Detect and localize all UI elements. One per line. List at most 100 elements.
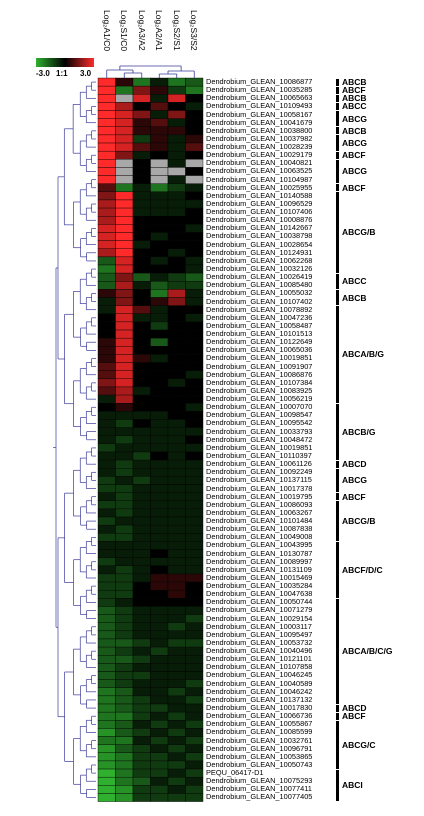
heatmap-cell xyxy=(132,77,151,87)
heatmap-cell xyxy=(132,150,151,160)
heatmap-cell xyxy=(185,337,204,347)
heatmap-cell xyxy=(115,264,134,274)
heatmap-cell xyxy=(97,159,116,168)
heatmap-cell xyxy=(185,744,204,753)
heatmap-cell xyxy=(115,614,134,623)
heatmap-cell xyxy=(150,655,169,664)
heatmap-cell xyxy=(97,313,116,323)
heatmap-cell xyxy=(167,427,186,436)
heatmap-cell xyxy=(185,216,204,225)
heatmap-cell xyxy=(132,785,151,794)
gene-label: Dendrobium_GLEAN_10055032 xyxy=(206,288,313,298)
heatmap-cell xyxy=(115,337,134,347)
heatmap-cell xyxy=(167,524,186,534)
heatmap-cell xyxy=(115,435,134,445)
heatmap-cell xyxy=(115,297,134,306)
heatmap-cell xyxy=(150,232,169,241)
heatmap-cell xyxy=(167,711,186,721)
gene-label: Dendrobium_GLEAN_10048472 xyxy=(206,434,313,444)
gene-label: Dendrobium_GLEAN_10095542 xyxy=(206,418,313,428)
heatmap-cell xyxy=(97,728,116,737)
heatmap-cell xyxy=(115,134,134,144)
heatmap-cell xyxy=(132,102,151,111)
heatmap-cell xyxy=(132,386,151,396)
heatmap-cell xyxy=(132,370,151,380)
heatmap-cell xyxy=(150,337,169,347)
gene-label: Dendrobium_GLEAN_10017378 xyxy=(206,483,313,493)
heatmap-cell xyxy=(115,736,134,745)
heatmap-cell xyxy=(167,77,186,87)
heatmap-cell xyxy=(185,378,204,388)
heatmap-cell xyxy=(185,435,204,445)
heatmap-cell xyxy=(97,110,116,119)
heatmap-cell xyxy=(185,305,204,314)
gene-label: Dendrobium_GLEAN_10107384 xyxy=(206,377,313,387)
heatmap-cell xyxy=(132,728,151,737)
heatmap-cell xyxy=(167,468,186,477)
heatmap-cell xyxy=(167,598,186,607)
heatmap-cell xyxy=(167,118,186,127)
heatmap-cell xyxy=(132,776,151,786)
heatmap-cell xyxy=(132,329,151,339)
heatmap-cell xyxy=(115,533,134,542)
group-bracket xyxy=(336,712,339,720)
heatmap-cell xyxy=(132,468,151,477)
gene-label: Dendrobium_GLEAN_10032761 xyxy=(206,735,313,745)
heatmap-cell xyxy=(150,573,169,583)
gene-label: Dendrobium_GLEAN_10077405 xyxy=(206,792,313,802)
gene-label: Dendrobium_GLEAN_10046245 xyxy=(206,670,313,680)
heatmap-cell xyxy=(185,630,204,640)
heatmap-cell xyxy=(167,216,186,225)
gene-label: Dendrobium_GLEAN_10098547 xyxy=(206,410,313,420)
heatmap-cell xyxy=(150,630,169,640)
gene-label: Dendrobium_GLEAN_10101513 xyxy=(206,329,313,339)
heatmap-cell xyxy=(97,541,116,550)
heatmap-cell xyxy=(185,167,204,176)
heatmap-cell xyxy=(97,289,116,298)
heatmap-cell xyxy=(132,598,151,607)
heatmap-cell xyxy=(97,216,116,225)
heatmap-cell xyxy=(167,549,186,558)
heatmap-cell xyxy=(97,516,116,526)
heatmap-cell xyxy=(150,695,169,705)
gene-label: Dendrobium_GLEAN_10124931 xyxy=(206,247,313,257)
gene-label: Dendrobium_GLEAN_10075293 xyxy=(206,776,313,786)
heatmap-cell xyxy=(115,720,134,729)
heatmap-cell xyxy=(115,589,134,599)
heatmap-cell xyxy=(150,394,169,404)
gene-label: Dendrobium_GLEAN_10086877 xyxy=(206,77,313,86)
heatmap-cell xyxy=(185,492,204,501)
heatmap-cell xyxy=(167,581,186,591)
gene-label: Dendrobium_GLEAN_10029154 xyxy=(206,613,313,623)
heatmap-cell xyxy=(185,77,204,87)
heatmap-cell xyxy=(185,354,204,363)
heatmap-cell xyxy=(167,760,186,770)
heatmap-cell xyxy=(167,565,186,575)
heatmap-cell xyxy=(185,614,204,623)
column-label: Log₂A3/A2 xyxy=(136,10,147,51)
group-bracket xyxy=(336,86,339,94)
heatmap-cell xyxy=(97,476,116,485)
heatmap-cell xyxy=(132,264,151,274)
heatmap-cell xyxy=(185,565,204,575)
heatmap-cell xyxy=(115,687,134,697)
heatmap-cell xyxy=(97,793,116,802)
heatmap-cell xyxy=(150,207,169,217)
heatmap-cell xyxy=(97,459,116,469)
gene-label: Dendrobium_GLEAN_10017830 xyxy=(206,703,313,712)
heatmap-cell xyxy=(185,573,204,583)
heatmap-cell xyxy=(185,248,204,258)
heatmap-cell xyxy=(132,614,151,623)
heatmap-cell xyxy=(97,240,116,249)
heatmap-cell xyxy=(97,191,116,201)
heatmap-cell xyxy=(115,394,134,404)
legend-gradient-bar xyxy=(36,58,94,67)
heatmap-cell xyxy=(132,118,151,127)
heatmap-cell xyxy=(132,663,151,672)
heatmap-cell xyxy=(167,403,186,412)
heatmap-cell xyxy=(150,663,169,672)
gene-label: Dendrobium_GLEAN_10130787 xyxy=(206,548,313,558)
heatmap-cell xyxy=(167,646,186,656)
gene-label: Dendrobium_GLEAN_10058167 xyxy=(206,109,313,119)
heatmap-cell xyxy=(150,94,169,103)
